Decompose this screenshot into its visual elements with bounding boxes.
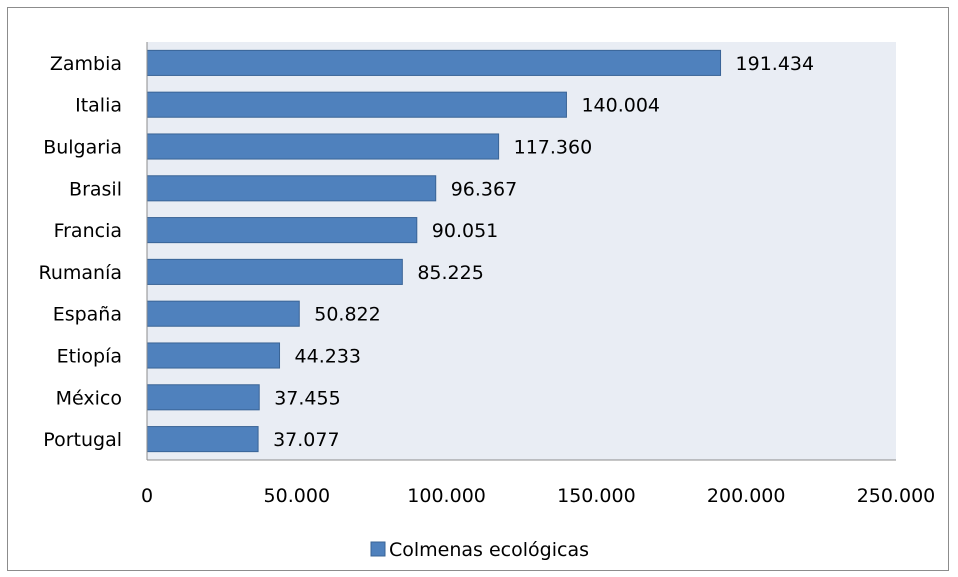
x-tick-label: 0 xyxy=(141,485,153,507)
data-label: 90.051 xyxy=(432,220,498,242)
category-label: México xyxy=(56,387,122,409)
data-label: 140.004 xyxy=(581,95,660,117)
bar-rumanía xyxy=(146,258,403,285)
bar-series xyxy=(146,49,722,453)
legend-label: Colmenas ecológicas xyxy=(389,539,589,561)
data-label: 96.367 xyxy=(451,178,517,200)
bar-portugal xyxy=(146,426,259,453)
x-tick-label: 50.000 xyxy=(264,485,330,507)
bar-francia xyxy=(146,217,418,244)
legend-swatch xyxy=(370,541,386,557)
bar-españa xyxy=(146,300,300,327)
bar-italia xyxy=(146,91,567,118)
category-label: Bulgaria xyxy=(43,137,122,159)
category-label: Portugal xyxy=(43,429,122,451)
category-label: Brasil xyxy=(69,178,122,200)
x-tick-label: 150.000 xyxy=(557,485,636,507)
bar-zambia xyxy=(146,49,722,76)
category-label: Rumanía xyxy=(38,262,122,284)
bar-méxico xyxy=(146,384,260,411)
x-tick-label: 200.000 xyxy=(707,485,786,507)
x-tick-label: 250.000 xyxy=(857,485,936,507)
data-label: 37.455 xyxy=(274,387,340,409)
legend: Colmenas ecológicas xyxy=(370,539,589,561)
data-label: 191.434 xyxy=(736,53,815,75)
bar-brasil xyxy=(146,175,437,202)
data-labels: 191.434 140.004 117.360 96.367 90.051 85.225 5… xyxy=(273,53,814,451)
data-label: 85.225 xyxy=(417,262,483,284)
category-label: Zambia xyxy=(50,53,122,75)
bar-etiopía xyxy=(146,342,281,369)
data-label: 44.233 xyxy=(295,346,361,368)
data-label: 117.360 xyxy=(514,137,593,159)
category-label: Italia xyxy=(75,95,122,117)
x-tick-labels: 0 50.000 100.000 150.000 200.000 250.000 xyxy=(141,485,935,507)
category-label: España xyxy=(53,304,122,326)
category-label: Etiopía xyxy=(57,346,122,368)
x-tick-label: 100.000 xyxy=(407,485,486,507)
category-labels: Zambia Italia Bulgaria Brasil Francia Rumanía… xyxy=(38,53,122,451)
data-label: 37.077 xyxy=(273,429,339,451)
category-label: Francia xyxy=(54,220,122,242)
data-label: 50.822 xyxy=(314,304,380,326)
bar-bulgaria xyxy=(146,133,500,160)
